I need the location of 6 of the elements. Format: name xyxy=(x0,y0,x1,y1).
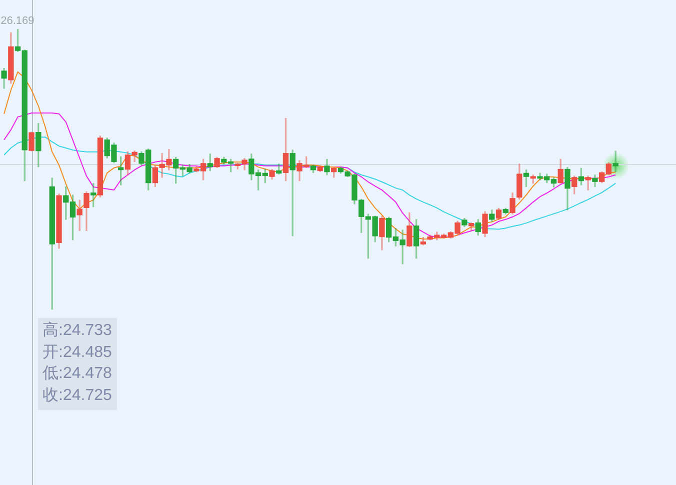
text: 开:24.485 xyxy=(42,342,112,363)
text: 低:24.478 xyxy=(42,364,112,384)
candlestick xyxy=(612,150,618,172)
text: 收:24.725 xyxy=(42,386,112,406)
annotation: 26.169 xyxy=(0,15,34,28)
text: 高:24.733 xyxy=(42,320,112,341)
